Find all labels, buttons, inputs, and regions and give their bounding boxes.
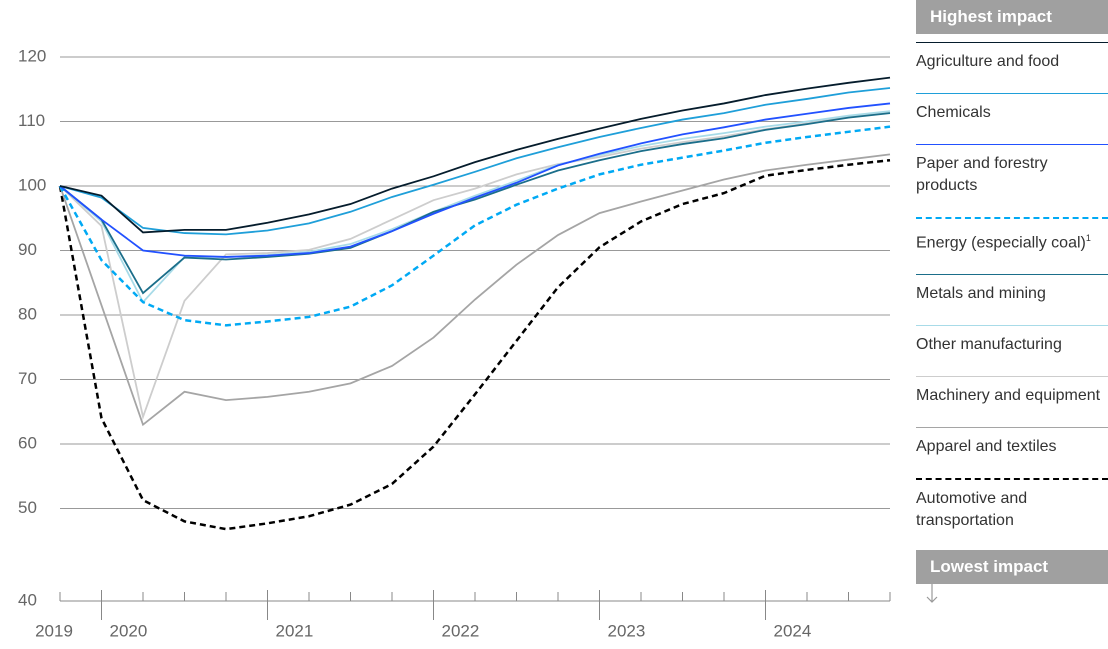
legend-label: Chemicals (916, 104, 991, 121)
x-tick-label: 2019 (35, 621, 73, 640)
legend-entry: Paper and forestry products (916, 144, 1108, 209)
legend-entry: Chemicals (916, 93, 1108, 136)
series-line (59, 110, 891, 421)
series-line (58, 125, 891, 327)
legend-label: Machinery and equipment (916, 387, 1101, 405)
arrow (926, 584, 938, 604)
y-tick-label: 90 (18, 240, 37, 259)
series-line (58, 158, 891, 531)
legend-entry: Automotive and transportation (916, 478, 1108, 544)
legend-entries: Agriculture and food Chemicals Paper and f… (916, 42, 1108, 544)
series-line (59, 76, 891, 234)
legend-bottom-label: Lowest impact (916, 550, 1108, 585)
y-tick-label: 70 (18, 369, 37, 388)
series-line (59, 110, 891, 304)
chart: 40 50 60 70 80 90 100 110 120 2019 2020 2021 2022 202… (18, 46, 891, 640)
y-tick-label: 80 (18, 304, 37, 323)
legend-entry: Agriculture and food (916, 42, 1108, 85)
series-line (59, 112, 891, 295)
legend-label: Apparel and textiles (916, 438, 1057, 456)
x-tick-label: 2020 (110, 621, 148, 640)
y-tick-label: 40 (18, 590, 37, 609)
x-tick-label: 2021 (276, 621, 314, 640)
x-tick-label: 2022 (442, 621, 480, 640)
x-tick-label: 2024 (774, 621, 812, 640)
legend: Highest impact Agriculture and food Chemi… (916, 0, 1108, 606)
legend-top-label: Highest impact (916, 0, 1108, 34)
legend-label: Metals and mining (916, 285, 1046, 303)
y-tick-label: 100 (18, 175, 46, 194)
y-tick-label: 60 (18, 433, 37, 452)
series-line (59, 153, 891, 427)
legend-label: Other manufacturing (916, 336, 1062, 354)
legend-label: Automotive and transportation (916, 490, 1028, 530)
footnote-mark: 1 (1085, 233, 1091, 243)
legend-label: Agriculture and food (916, 53, 1060, 70)
legend-entry: Apparel and textiles (916, 427, 1108, 470)
legend-entry: Metals and mining (916, 274, 1108, 317)
legend-label: Energy (especially coal) (916, 234, 1086, 252)
series-line (59, 102, 891, 258)
x-tick-label: 2023 (608, 621, 646, 640)
legend-entry: Other manufacturing (916, 325, 1108, 368)
series-line (59, 87, 891, 236)
legend-label: Paper and forestry products (916, 155, 1048, 194)
legend-entry: Machinery and equipment (916, 376, 1108, 419)
y-tick-label: 120 (18, 46, 46, 65)
legend-entry: Energy (especially coal)1 (916, 217, 1108, 266)
y-tick-label: 110 (18, 111, 45, 130)
y-tick-label: 50 (18, 498, 37, 517)
